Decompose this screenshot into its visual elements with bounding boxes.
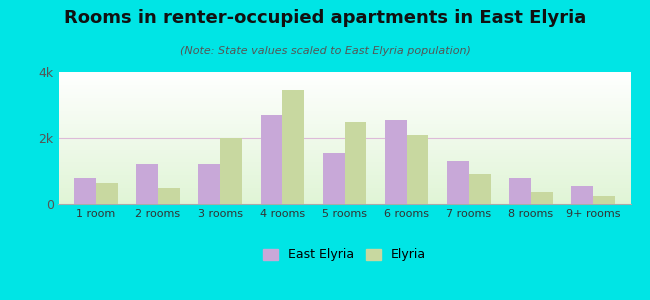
- Bar: [74, 178, 96, 204]
- Bar: [344, 122, 366, 204]
- Bar: [261, 115, 282, 204]
- Bar: [447, 161, 469, 204]
- Bar: [198, 164, 220, 204]
- Bar: [158, 188, 180, 204]
- Bar: [407, 135, 428, 204]
- Bar: [593, 196, 615, 204]
- Bar: [531, 193, 552, 204]
- Bar: [323, 153, 345, 204]
- Bar: [509, 178, 531, 204]
- Bar: [571, 186, 593, 204]
- Bar: [282, 90, 304, 204]
- Text: (Note: State values scaled to East Elyria population): (Note: State values scaled to East Elyri…: [179, 46, 471, 56]
- Bar: [96, 182, 118, 204]
- Text: Rooms in renter-occupied apartments in East Elyria: Rooms in renter-occupied apartments in E…: [64, 9, 586, 27]
- Bar: [385, 120, 407, 204]
- Legend: East Elyria, Elyria: East Elyria, Elyria: [257, 243, 432, 266]
- Bar: [220, 138, 242, 204]
- Bar: [469, 174, 491, 204]
- Bar: [136, 164, 158, 204]
